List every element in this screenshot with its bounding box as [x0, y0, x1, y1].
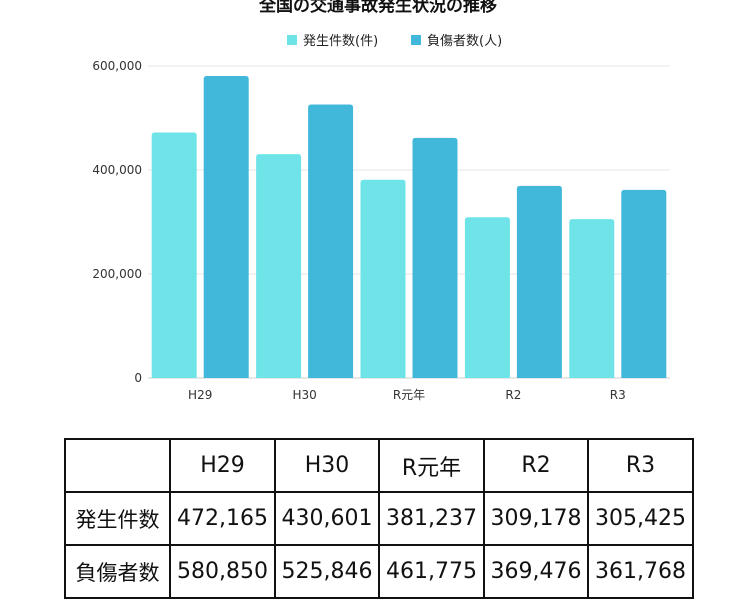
table-header-row: H29 H30 R元年 R2 R3 — [64, 438, 694, 493]
table-header-cell: H30 — [274, 438, 380, 493]
bar-injuries-0 — [203, 75, 249, 378]
y-tick-label: 600,000 — [92, 59, 142, 73]
bar-occurrences-1 — [256, 154, 302, 378]
bar-occurrences-0 — [151, 132, 197, 378]
y-tick-label: 400,000 — [92, 163, 142, 177]
table-cell: 580,850 — [169, 544, 276, 599]
legend-swatch — [411, 35, 421, 45]
table-cell: 430,601 — [274, 491, 380, 546]
table-cell: 461,775 — [378, 544, 485, 599]
table-row: 負傷者数 580,850 525,846 461,775 369,476 361… — [64, 544, 694, 599]
bar-injuries-2 — [412, 137, 458, 378]
bars — [151, 75, 667, 378]
table-header-cell: R3 — [587, 438, 694, 493]
table-row-label: 発生件数 — [64, 491, 171, 546]
table-header-cell — [64, 438, 171, 493]
x-tick-label: H30 — [292, 388, 316, 402]
bar-injuries-1 — [308, 104, 354, 378]
x-tick-label: H29 — [188, 388, 212, 402]
table-cell: 525,846 — [274, 544, 380, 599]
bar-injuries-3 — [516, 185, 562, 378]
bar-occurrences-4 — [569, 219, 615, 378]
table-cell: 305,425 — [587, 491, 694, 546]
x-tick-label: R2 — [505, 388, 521, 402]
legend-label: 発生件数(件) — [303, 34, 378, 49]
legend: 発生件数(件) 負傷者数(人) — [287, 34, 502, 49]
table-cell: 361,768 — [587, 544, 694, 599]
table-cell: 381,237 — [378, 491, 485, 546]
y-axis-ticks: 0 200,000 400,000 600,000 — [92, 59, 142, 385]
table-row: 発生件数 472,165 430,601 381,237 309,178 305… — [64, 491, 694, 546]
y-tick-label: 200,000 — [92, 267, 142, 281]
legend-label: 負傷者数(人) — [427, 34, 502, 49]
x-tick-label: R3 — [610, 388, 626, 402]
table-header-cell: H29 — [169, 438, 276, 493]
chart-title: 全国の交通事故発生状況の推移 — [259, 0, 497, 16]
legend-swatch — [287, 35, 297, 45]
x-axis-ticks: H29 H30 R元年 R2 R3 — [188, 388, 626, 402]
table-row-label: 負傷者数 — [64, 544, 171, 599]
x-tick-label: R元年 — [393, 388, 425, 402]
bar-occurrences-2 — [360, 179, 406, 378]
bar-chart: 0 200,000 400,000 600,000 H29 H30 R元年 R2 R3 発生件… — [92, 34, 670, 402]
table-header-cell: R元年 — [378, 438, 485, 493]
table-cell: 309,178 — [483, 491, 589, 546]
y-tick-label: 0 — [134, 371, 142, 385]
bar-injuries-4 — [621, 189, 667, 378]
table-cell: 472,165 — [169, 491, 276, 546]
table-cell: 369,476 — [483, 544, 589, 599]
table-header-cell: R2 — [483, 438, 589, 493]
bar-occurrences-3 — [464, 217, 510, 378]
data-table: H29 H30 R元年 R2 R3 発生件数 472,165 430,601 3… — [64, 438, 694, 599]
